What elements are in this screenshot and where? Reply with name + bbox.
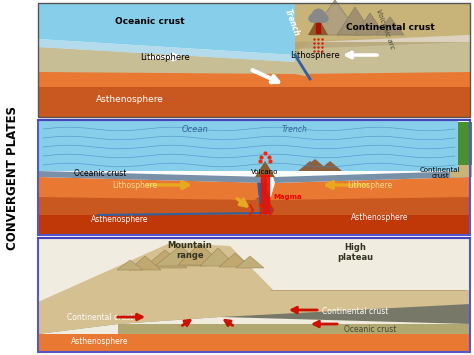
Polygon shape xyxy=(303,159,327,169)
Polygon shape xyxy=(355,13,385,35)
Polygon shape xyxy=(155,246,205,266)
Polygon shape xyxy=(318,161,342,171)
Bar xyxy=(38,3,470,117)
Text: Magma: Magma xyxy=(273,194,301,200)
Polygon shape xyxy=(295,35,470,49)
Text: Volcanic arc: Volcanic arc xyxy=(375,8,395,50)
Polygon shape xyxy=(118,324,470,334)
Text: Mountain
range: Mountain range xyxy=(168,241,212,261)
Polygon shape xyxy=(308,17,328,35)
Polygon shape xyxy=(129,256,161,270)
Bar xyxy=(38,120,470,235)
Polygon shape xyxy=(38,177,270,200)
Polygon shape xyxy=(310,0,360,35)
Polygon shape xyxy=(236,256,264,268)
Polygon shape xyxy=(255,161,275,177)
Text: Asthenosphere: Asthenosphere xyxy=(351,213,409,222)
Polygon shape xyxy=(38,243,470,334)
Polygon shape xyxy=(38,334,470,352)
Text: Lithosphere: Lithosphere xyxy=(112,180,158,190)
Text: Ocean: Ocean xyxy=(182,126,209,135)
Polygon shape xyxy=(38,197,470,215)
Polygon shape xyxy=(38,3,295,55)
Text: CONVERGENT PLATES: CONVERGENT PLATES xyxy=(6,106,18,250)
Polygon shape xyxy=(298,161,322,171)
Polygon shape xyxy=(337,7,373,35)
Polygon shape xyxy=(376,17,404,35)
Polygon shape xyxy=(38,120,470,235)
Text: Volcano: Volcano xyxy=(251,169,279,175)
Polygon shape xyxy=(450,165,472,177)
Polygon shape xyxy=(270,177,470,200)
Polygon shape xyxy=(265,290,470,297)
Text: Asthenosphere: Asthenosphere xyxy=(71,338,129,346)
Text: Continental crust: Continental crust xyxy=(322,307,388,317)
Polygon shape xyxy=(295,42,470,74)
Text: Asthenosphere: Asthenosphere xyxy=(91,215,149,224)
Text: Continental crust: Continental crust xyxy=(346,22,434,32)
Text: Lithosphere: Lithosphere xyxy=(290,50,340,60)
Polygon shape xyxy=(295,62,310,77)
Text: Oceanic crust: Oceanic crust xyxy=(74,169,126,179)
Polygon shape xyxy=(38,72,470,87)
Text: Asthenosphere: Asthenosphere xyxy=(96,94,164,104)
Polygon shape xyxy=(38,238,470,352)
Polygon shape xyxy=(295,3,470,55)
Polygon shape xyxy=(219,253,251,267)
Text: Lithosphere: Lithosphere xyxy=(140,53,190,61)
Text: Lithosphere: Lithosphere xyxy=(347,180,392,190)
Polygon shape xyxy=(117,260,143,270)
Text: Trench: Trench xyxy=(282,126,308,135)
Polygon shape xyxy=(38,3,470,117)
Text: Oceanic crust: Oceanic crust xyxy=(115,16,185,26)
Text: Continental
crust: Continental crust xyxy=(420,166,460,180)
Polygon shape xyxy=(200,248,236,266)
Polygon shape xyxy=(257,180,273,213)
Polygon shape xyxy=(38,304,220,334)
Polygon shape xyxy=(273,171,470,183)
Bar xyxy=(38,238,470,352)
Polygon shape xyxy=(200,304,470,324)
Polygon shape xyxy=(38,87,470,117)
Polygon shape xyxy=(143,250,187,268)
Polygon shape xyxy=(458,122,472,171)
Polygon shape xyxy=(38,120,458,171)
Polygon shape xyxy=(38,215,470,235)
Polygon shape xyxy=(178,243,222,265)
Text: Continental crust: Continental crust xyxy=(67,312,133,322)
Polygon shape xyxy=(38,47,295,74)
Text: High
plateau: High plateau xyxy=(337,243,373,262)
Polygon shape xyxy=(38,171,268,183)
Polygon shape xyxy=(38,39,295,62)
Text: Oceanic crust: Oceanic crust xyxy=(344,324,396,333)
Text: Trench: Trench xyxy=(283,8,301,38)
